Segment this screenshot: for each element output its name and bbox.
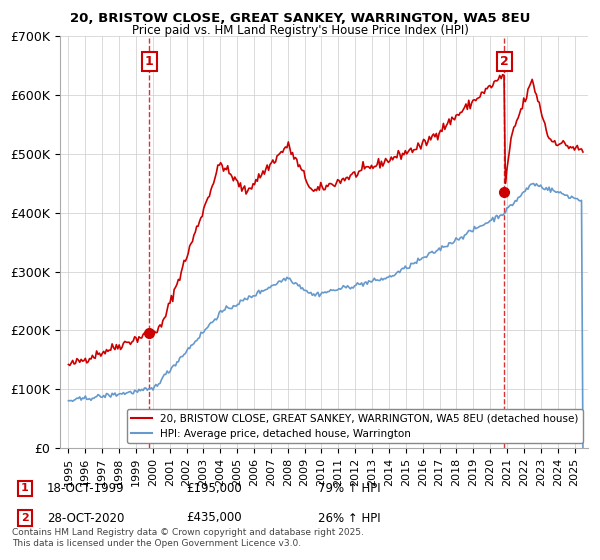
Text: £195,000: £195,000 [186,482,242,495]
Text: 26% ↑ HPI: 26% ↑ HPI [318,511,380,525]
Text: 28-OCT-2020: 28-OCT-2020 [47,511,124,525]
Text: 1: 1 [145,55,154,68]
Text: 18-OCT-1999: 18-OCT-1999 [47,482,124,495]
Text: 2: 2 [500,55,509,68]
Text: Contains HM Land Registry data © Crown copyright and database right 2025.
This d: Contains HM Land Registry data © Crown c… [12,528,364,548]
Text: 2: 2 [21,513,29,523]
Text: 20, BRISTOW CLOSE, GREAT SANKEY, WARRINGTON, WA5 8EU: 20, BRISTOW CLOSE, GREAT SANKEY, WARRING… [70,12,530,25]
Text: 79% ↑ HPI: 79% ↑ HPI [318,482,380,495]
Text: 1: 1 [21,483,29,493]
Text: Price paid vs. HM Land Registry's House Price Index (HPI): Price paid vs. HM Land Registry's House … [131,24,469,37]
Text: £435,000: £435,000 [186,511,242,525]
Legend: 20, BRISTOW CLOSE, GREAT SANKEY, WARRINGTON, WA5 8EU (detached house), HPI: Aver: 20, BRISTOW CLOSE, GREAT SANKEY, WARRING… [127,409,583,443]
